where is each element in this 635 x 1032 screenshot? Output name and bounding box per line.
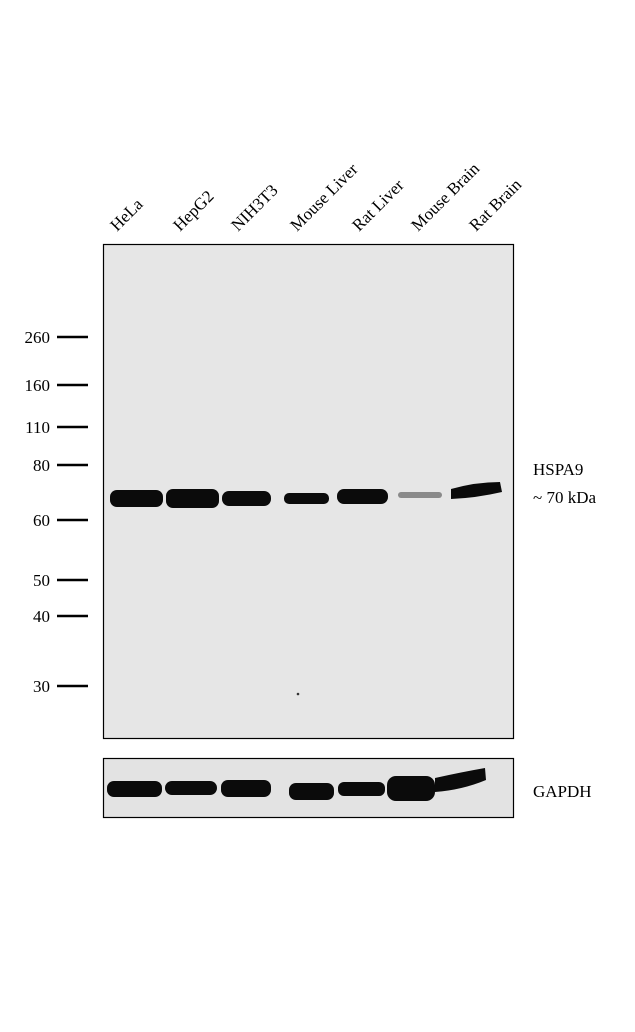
marker-label: 50 xyxy=(33,571,50,590)
band xyxy=(222,491,271,506)
marker-label: 160 xyxy=(25,376,51,395)
marker-label: 110 xyxy=(25,418,50,437)
band xyxy=(435,768,486,792)
band xyxy=(337,489,388,504)
band xyxy=(284,493,329,504)
band xyxy=(289,783,334,800)
hspa9-bands xyxy=(110,482,502,696)
marker-label: 260 xyxy=(25,328,51,347)
band xyxy=(387,776,435,801)
band xyxy=(110,490,163,507)
band xyxy=(398,492,442,498)
target-size: ~ 70 kDa xyxy=(533,488,596,507)
band xyxy=(221,780,271,797)
band xyxy=(166,489,219,508)
band xyxy=(165,781,217,795)
band xyxy=(338,782,385,796)
band xyxy=(107,781,162,797)
target-name: HSPA9 xyxy=(533,460,583,479)
speck xyxy=(296,692,300,696)
gapdh-bands xyxy=(107,768,486,801)
marker-label: 80 xyxy=(33,456,50,475)
loading-control-label: GAPDH xyxy=(533,782,592,801)
band xyxy=(451,482,502,499)
marker-label: 60 xyxy=(33,511,50,530)
marker-label: 30 xyxy=(33,677,50,696)
marker-label: 40 xyxy=(33,607,50,626)
